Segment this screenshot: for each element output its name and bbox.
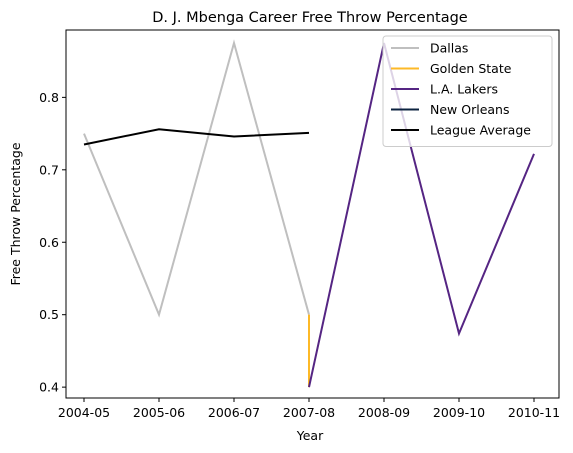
- legend-label-golden-state: Golden State: [430, 61, 512, 76]
- series-line-dallas: [83, 39, 310, 318]
- legend-label-dallas: Dallas: [430, 41, 468, 56]
- legend-box: [382, 35, 553, 147]
- series-line-league-average: [83, 128, 310, 146]
- series-layer: [83, 39, 535, 388]
- legend-label-l-a-lakers: L.A. Lakers: [430, 82, 498, 97]
- x-tick-label: 2010-11: [508, 405, 560, 420]
- y-axis-label: Free Throw Percentage: [8, 142, 23, 285]
- legend-label-new-orleans: New Orleans: [430, 102, 509, 117]
- y-tick-label: 0.4: [39, 380, 59, 395]
- y-tick-label: 0.6: [39, 235, 59, 250]
- x-tick-label: 2008-09: [358, 405, 410, 420]
- chart-title: D. J. Mbenga Career Free Throw Percentag…: [152, 10, 468, 26]
- y-tick-label: 0.5: [39, 307, 59, 322]
- x-tick-label: 2006-07: [208, 405, 260, 420]
- x-tick-label: 2005-06: [133, 405, 185, 420]
- plot-area: [65, 29, 560, 399]
- y-tick-label: 0.7: [39, 162, 59, 177]
- x-axis-label: Year: [296, 428, 324, 443]
- series-line-l-a-lakers: [308, 42, 535, 388]
- x-tick-label: 2007-08: [283, 405, 335, 420]
- x-axis: 2004-05 2005-06 2006-07 2007-08 2008-09 2009-…: [58, 398, 560, 420]
- legend-label-league-average: League Average: [430, 123, 531, 138]
- x-tick-label: 2009-10: [433, 405, 485, 420]
- y-tick-label: 0.8: [39, 90, 59, 105]
- y-axis: 0.4 0.5 0.6 0.7 0.8: [39, 90, 66, 395]
- x-tick-label: 2004-05: [58, 405, 110, 420]
- legend: Dallas Golden State L.A. Lakers New Orleans…: [382, 35, 553, 147]
